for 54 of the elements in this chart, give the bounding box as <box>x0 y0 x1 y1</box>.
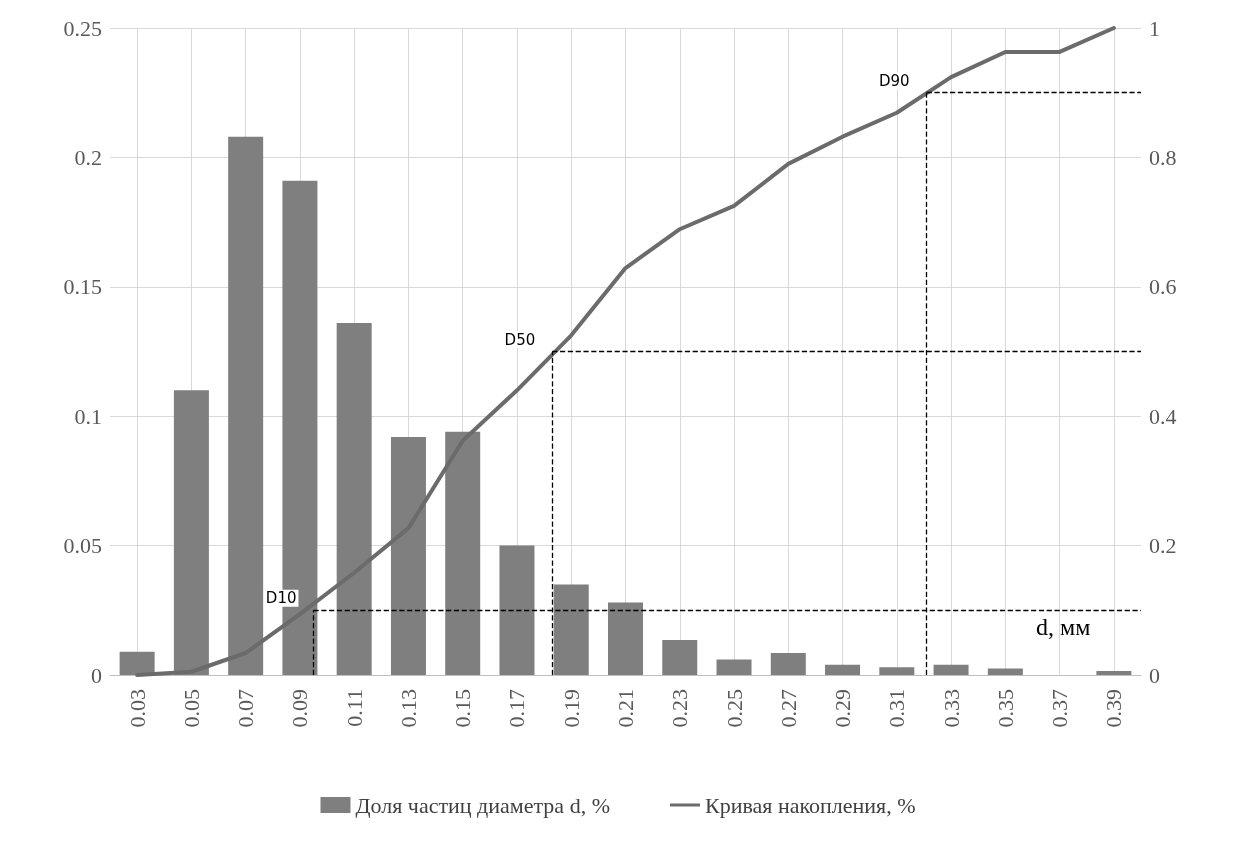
bar <box>933 664 969 675</box>
y2-tick-label: 0.6 <box>1149 274 1177 300</box>
y-tick-label: 0 <box>91 662 102 688</box>
bar <box>825 664 861 675</box>
legend-label: Кривая накопления, % <box>704 792 916 818</box>
bar <box>608 602 643 675</box>
x-tick-label: 0.35 <box>992 689 1018 728</box>
legend-label: Доля частиц диаметра d, % <box>355 792 610 818</box>
bar <box>119 651 155 675</box>
x-axis-title: d, мм <box>1036 614 1091 640</box>
bar <box>173 390 209 675</box>
ref-line-label: D50 <box>504 330 536 349</box>
x-tick-label: 0.25 <box>721 689 747 728</box>
bar <box>716 659 752 675</box>
y-tick-label: 0.05 <box>63 533 102 559</box>
y2-tick-label: 0.4 <box>1149 403 1177 429</box>
bar <box>879 667 915 675</box>
ref-line-label: D90 <box>879 71 910 90</box>
bar <box>1096 671 1132 675</box>
x-tick-label: 0.31 <box>884 689 910 728</box>
x-tick-label: 0.23 <box>667 689 693 728</box>
x-tick-label: 0.33 <box>938 689 964 728</box>
x-tick-label: 0.09 <box>287 689 313 728</box>
x-tick-label: 0.27 <box>775 689 801 728</box>
bar <box>499 545 535 675</box>
y-tick-label: 0.25 <box>63 15 102 41</box>
x-tick-label: 0.21 <box>613 689 638 728</box>
y-tick-label: 0.15 <box>63 274 102 300</box>
ref-line-label: D10 <box>265 589 297 608</box>
x-tick-label: 0.05 <box>178 689 204 728</box>
bar <box>553 584 589 675</box>
y2-tick-label: 0.2 <box>1149 533 1177 559</box>
bar <box>770 653 806 675</box>
x-tick-label: 0.37 <box>1047 689 1073 728</box>
x-tick-label: 0.11 <box>341 689 367 727</box>
y2-tick-label: 1 <box>1149 15 1160 41</box>
bar <box>987 668 1023 675</box>
bar <box>228 136 264 675</box>
y2-tick-label: 0 <box>1149 662 1160 688</box>
x-tick-label: 0.39 <box>1101 689 1127 728</box>
y2-tick-label: 0.8 <box>1149 144 1177 170</box>
bar <box>390 436 426 675</box>
y-tick-label: 0.1 <box>74 403 102 429</box>
y-tick-label: 0.2 <box>74 144 102 170</box>
x-tick-label: 0.29 <box>830 689 856 728</box>
x-tick-label: 0.03 <box>124 689 150 728</box>
x-tick-label: 0.15 <box>450 689 476 728</box>
x-tick-label: 0.19 <box>558 689 584 728</box>
x-tick-label: 0.07 <box>233 689 259 728</box>
bar <box>662 640 698 675</box>
x-tick-label: 0.13 <box>395 689 421 728</box>
bar <box>336 323 372 675</box>
bar <box>445 431 481 675</box>
x-tick-label: 0.17 <box>504 689 530 728</box>
